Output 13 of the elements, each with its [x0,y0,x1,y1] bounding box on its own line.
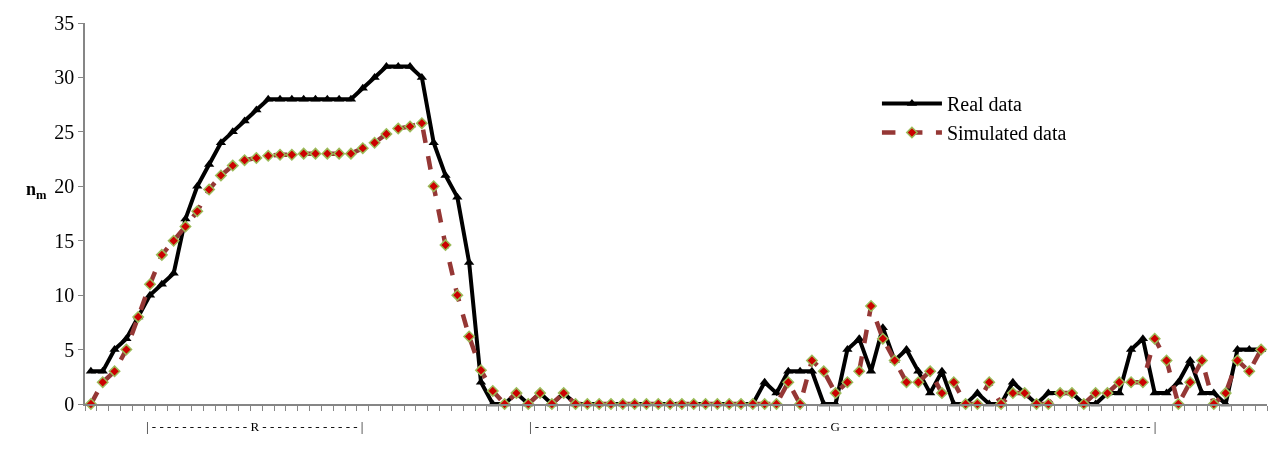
y-tick-label: 25 [54,120,75,143]
y-tick-label: 0 [64,393,75,415]
y-tick-label: 30 [54,66,75,89]
y-tick-label: 20 [54,175,75,198]
y-axis-title: n$_{m}$ [26,179,48,202]
y-tick-label: 35 [54,12,75,34]
text: | - - - - - - - - - - - - - R - - - - - - - - - - - - - | [146,419,364,434]
legend-label: Real data [946,93,1023,116]
legend-label: Simulated data [946,122,1067,145]
y-tick-label: 15 [54,229,75,252]
y-tick-label: 10 [54,284,75,307]
y-tick-label: 5 [64,338,75,361]
text: | - - - - - - - - - - - - - - - - - - - - - - - - - - - - - - - - - - - - - - - G - - - - - - - - - - - - - - - - - - - - - - - - - - - - - - - - - - - - - - - - - | [529,419,1157,434]
